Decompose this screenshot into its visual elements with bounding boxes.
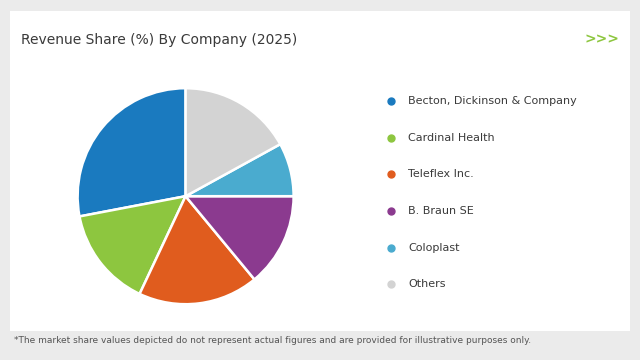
Wedge shape [186,144,294,196]
Wedge shape [140,196,255,304]
Text: B. Braun SE: B. Braun SE [408,206,474,216]
Wedge shape [79,196,186,294]
Text: Becton, Dickinson & Company: Becton, Dickinson & Company [408,96,577,106]
Text: Teleflex Inc.: Teleflex Inc. [408,169,474,179]
Text: Cardinal Health: Cardinal Health [408,132,495,143]
Text: Others: Others [408,279,446,289]
Text: >>>: >>> [584,33,620,47]
Text: *The market share values depicted do not represent actual figures and are provid: *The market share values depicted do not… [14,336,531,345]
Text: Revenue Share (%) By Company (2025): Revenue Share (%) By Company (2025) [20,33,297,47]
Wedge shape [77,88,186,216]
Wedge shape [186,196,294,279]
Wedge shape [186,88,280,196]
Text: Coloplast: Coloplast [408,243,460,253]
